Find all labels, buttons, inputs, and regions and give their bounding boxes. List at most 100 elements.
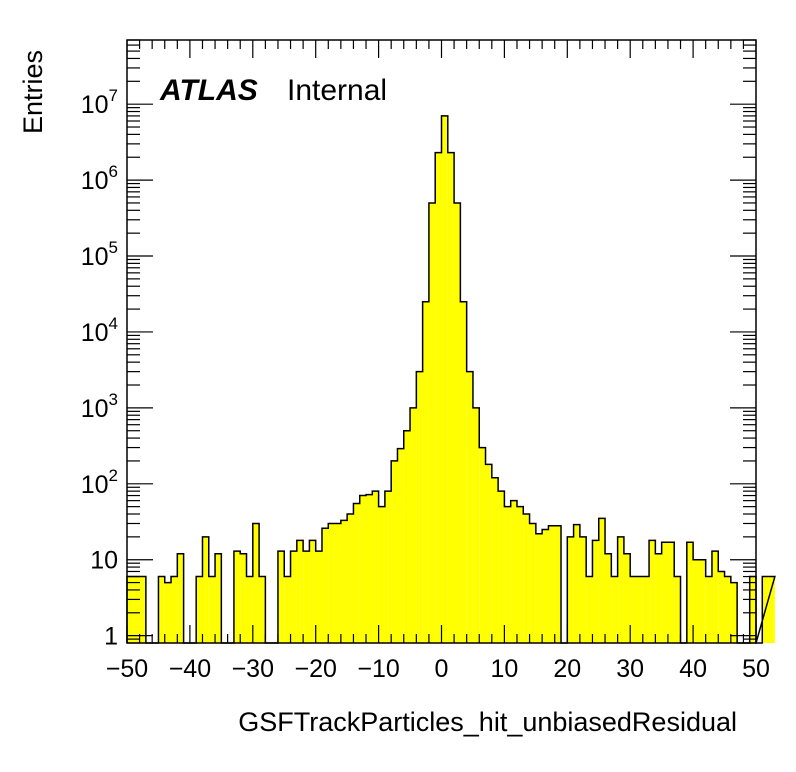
histogram-bar bbox=[611, 576, 618, 643]
histogram-bar bbox=[718, 571, 725, 643]
histogram-bar bbox=[139, 576, 146, 643]
y-tick-label: 104 bbox=[81, 314, 118, 347]
x-tick-label: −50 bbox=[106, 655, 148, 683]
histogram-bar bbox=[252, 523, 260, 643]
y-tick-labels: 1 10 102 103 104 105 106 107 bbox=[81, 86, 118, 650]
histogram-bar bbox=[309, 540, 316, 643]
y-tick-label: 103 bbox=[81, 390, 118, 423]
histogram-bar bbox=[623, 553, 631, 643]
x-tick-labels: −50 −40 −30 −20 −10 0 10 20 30 40 50 bbox=[106, 655, 770, 683]
histogram-bar bbox=[196, 576, 203, 643]
histogram-bar bbox=[491, 477, 499, 643]
histogram-bar bbox=[535, 533, 543, 643]
histogram-bar bbox=[215, 553, 222, 643]
histogram-bar bbox=[454, 202, 461, 643]
histogram-bar bbox=[127, 576, 134, 643]
histogram-bar bbox=[259, 576, 266, 643]
histogram-bar bbox=[548, 525, 555, 643]
histogram-bars bbox=[126, 115, 776, 644]
histogram-bar bbox=[177, 553, 184, 643]
histogram-bar bbox=[711, 551, 719, 643]
x-tick-label: 30 bbox=[616, 655, 644, 683]
histogram-bar bbox=[422, 301, 429, 643]
y-tick-label: 106 bbox=[81, 162, 118, 195]
y-tick-label: 107 bbox=[81, 86, 118, 119]
histogram-bar bbox=[504, 506, 511, 643]
histogram-bar bbox=[749, 576, 756, 643]
histogram-bar bbox=[529, 523, 536, 643]
histogram-bar bbox=[472, 407, 480, 643]
histogram-bar bbox=[416, 371, 423, 643]
histogram-bar bbox=[479, 447, 486, 643]
histogram-bar bbox=[686, 542, 694, 643]
x-tick-label: −10 bbox=[357, 655, 399, 683]
histogram-bar bbox=[705, 576, 712, 643]
internal-label: Internal bbox=[287, 74, 387, 107]
atlas-label: ATLAS bbox=[159, 74, 258, 107]
histogram-bar bbox=[649, 540, 656, 643]
x-tick-label: −30 bbox=[232, 655, 274, 683]
x-tick-label: 50 bbox=[742, 655, 770, 683]
histogram-bar bbox=[617, 536, 624, 643]
histogram-bar bbox=[674, 576, 681, 643]
histogram-bar bbox=[466, 371, 473, 643]
x-axis-title: GSFTrackParticles_hit_unbiasedResidual bbox=[238, 707, 737, 737]
histogram-bar bbox=[372, 491, 379, 643]
histogram-bar bbox=[334, 523, 341, 643]
histogram-bar bbox=[460, 301, 467, 643]
y-tick-label: 10 bbox=[90, 547, 118, 575]
y-tick-label: 102 bbox=[81, 466, 118, 499]
y-axis-title: Entries bbox=[18, 50, 48, 134]
histogram-bar bbox=[378, 506, 385, 643]
histogram-bar bbox=[579, 536, 587, 643]
histogram-bar bbox=[410, 407, 417, 643]
y-tick-label: 1 bbox=[104, 623, 118, 651]
histogram-bar bbox=[246, 576, 253, 643]
histogram-bar bbox=[240, 553, 247, 643]
histogram-bar bbox=[523, 514, 530, 643]
histogram-bar bbox=[328, 523, 335, 643]
histogram-bar bbox=[435, 152, 442, 643]
histogram-bar bbox=[347, 514, 354, 643]
y-tick-label: 105 bbox=[81, 238, 118, 271]
x-tick-label: 0 bbox=[435, 655, 449, 683]
histogram-bar bbox=[290, 551, 297, 643]
histogram-bar bbox=[171, 576, 178, 643]
histogram-bar bbox=[542, 529, 549, 643]
histogram-bar bbox=[516, 506, 524, 643]
histogram-bar bbox=[296, 540, 304, 643]
x-tick-label: 10 bbox=[490, 655, 518, 683]
histogram-bar bbox=[284, 576, 291, 643]
histogram-bar bbox=[573, 524, 580, 643]
histogram-bar bbox=[510, 500, 517, 643]
histogram-bar bbox=[202, 536, 209, 643]
histogram-bar bbox=[699, 559, 706, 643]
histogram-bar bbox=[315, 551, 322, 643]
histogram-bar bbox=[428, 202, 436, 643]
histogram-bar bbox=[636, 576, 643, 643]
histogram-bar bbox=[359, 495, 367, 643]
histogram-bar bbox=[441, 115, 448, 643]
histogram-bar bbox=[384, 491, 392, 643]
histogram-bar bbox=[447, 152, 455, 643]
histogram-bar bbox=[554, 525, 562, 643]
histogram-bar bbox=[353, 503, 360, 643]
histogram-bar bbox=[366, 494, 373, 643]
histogram-bar bbox=[303, 551, 310, 643]
histogram-bar bbox=[630, 576, 637, 643]
x-tick-label: −20 bbox=[294, 655, 336, 683]
histogram-bar bbox=[667, 542, 675, 643]
histogram-bar bbox=[158, 576, 165, 643]
x-tick-label: −40 bbox=[169, 655, 211, 683]
histogram-bar bbox=[730, 582, 738, 643]
histogram-bar bbox=[598, 518, 606, 643]
histogram-bar bbox=[208, 576, 216, 643]
axis-ticks bbox=[126, 39, 757, 644]
histogram-bar bbox=[164, 582, 172, 643]
histogram-bar bbox=[586, 576, 593, 643]
histogram-bar bbox=[277, 551, 285, 643]
histogram-bar bbox=[768, 576, 775, 643]
histogram-bar bbox=[592, 540, 599, 643]
histogram-bar bbox=[397, 448, 404, 643]
